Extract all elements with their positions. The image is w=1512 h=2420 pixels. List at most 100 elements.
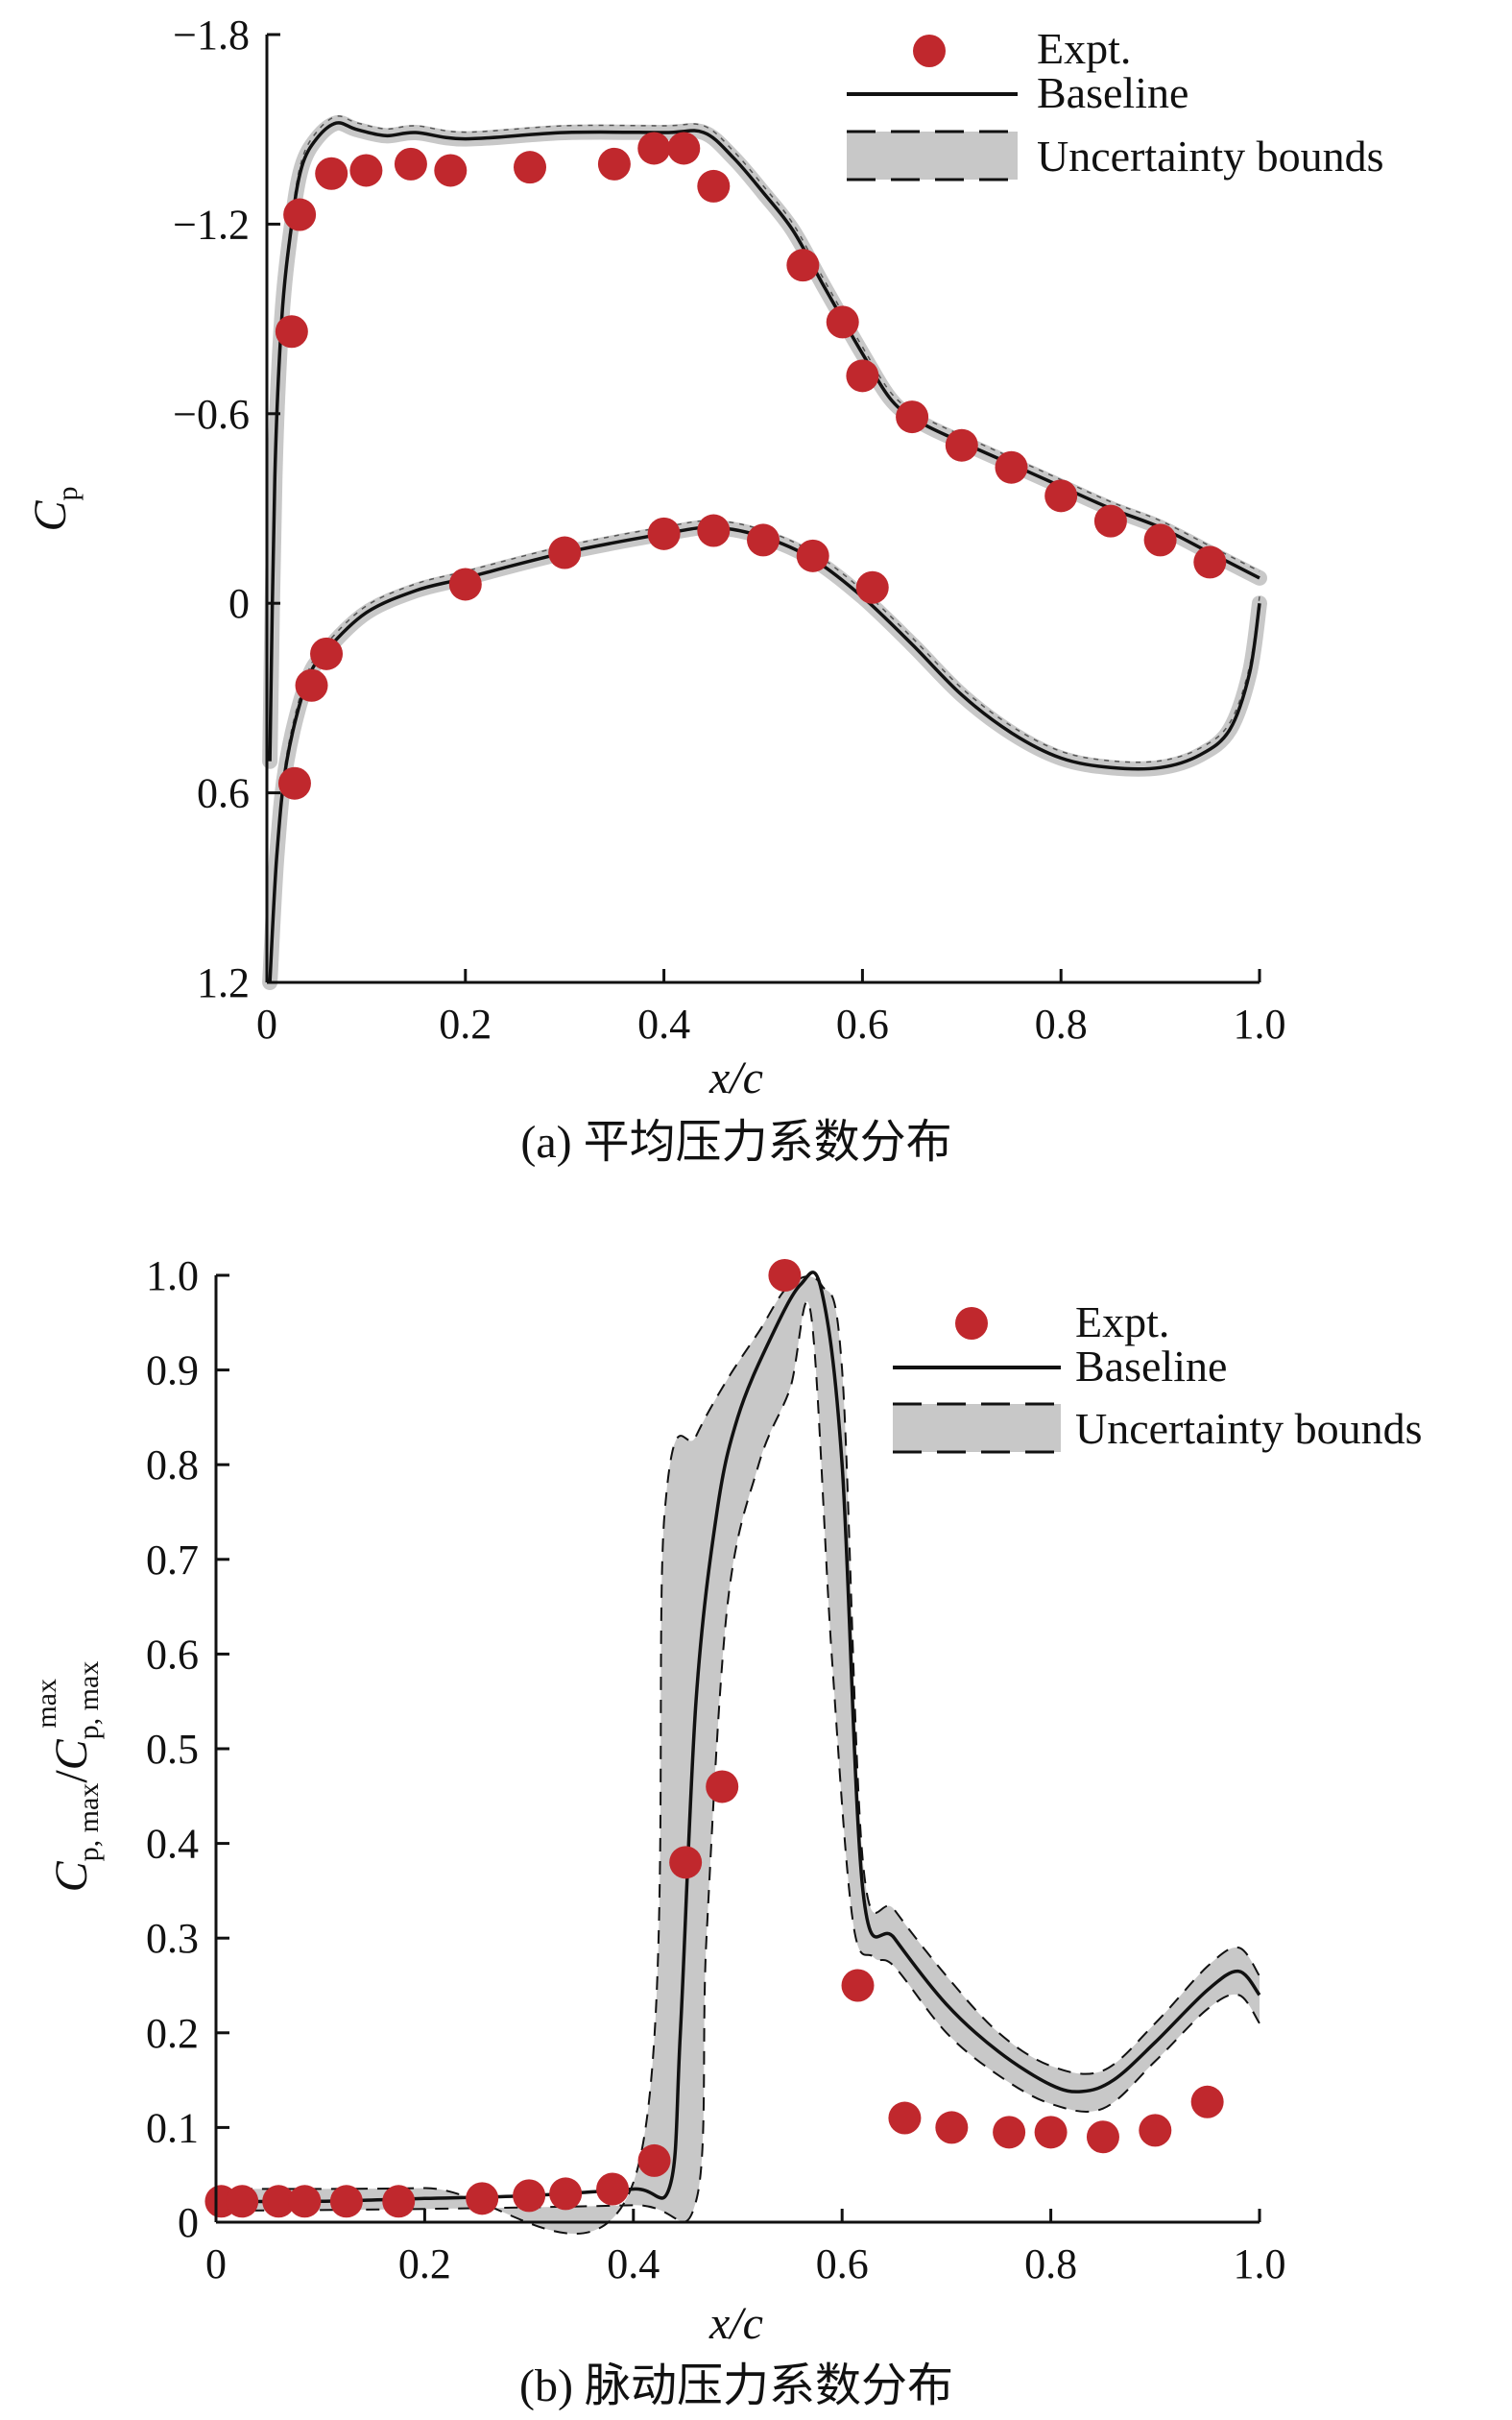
b-y-tick-label: 0.6 [146, 1631, 199, 1678]
a-y-axis-label-sub: p [52, 486, 84, 500]
a-x-axis-label: x/c [708, 1053, 763, 1103]
b-y-tick-label: 0.5 [146, 1726, 199, 1773]
b-expt-point [262, 2185, 296, 2218]
b-y-axis-label-sup: max [31, 1679, 62, 1729]
b-expt-point [637, 2143, 671, 2177]
b-expt-point [888, 2101, 922, 2135]
b-expt-point [1086, 2120, 1119, 2154]
b-expt-point [841, 1969, 875, 2002]
b-x-tick-label: 0 [205, 2240, 227, 2287]
b-uncertainty-lower-bound [215, 1300, 1260, 2223]
a-uncertainty-band-1 [262, 520, 1267, 990]
a-legend: Expt. Baseline Uncertainty bounds [847, 24, 1384, 182]
a-x-tick-label: 0.4 [637, 1001, 690, 1048]
a-axes [265, 33, 1261, 984]
b-caption: (b) 脉动压力系数分布 [519, 2360, 953, 2411]
a-y-axis-label: Cp [25, 486, 84, 531]
b-baseline-layer [215, 1270, 1261, 2204]
b-y-tick-label: 0.3 [146, 1915, 199, 1962]
a-expt-point [637, 132, 671, 165]
a-expt-point [1044, 479, 1078, 513]
b-x-tick-label: 1.0 [1234, 2240, 1286, 2287]
b-y-tick-label: 0.7 [146, 1537, 199, 1584]
b-y-axis-label-c1: C [46, 1860, 97, 1892]
b-legend-expt-label: Expt. [1075, 1297, 1169, 1346]
a-x-tick-labels: 0 0.2 0.4 0.6 0.8 1.0 [256, 1001, 1286, 1048]
a-expt-point [896, 400, 929, 434]
a-expt-point [786, 249, 820, 282]
b-y-tick-label: 0.4 [146, 1821, 199, 1868]
a-expt-point [1093, 504, 1127, 538]
b-y-tick-label: 1.0 [146, 1252, 199, 1299]
a-expt-point [310, 637, 344, 670]
b-expt-point [935, 2111, 969, 2144]
a-expt-point [394, 147, 427, 181]
a-y-tick-label: 1.2 [197, 959, 250, 1006]
b-expt-point [382, 2185, 416, 2218]
a-caption: (a) 平均压力系数分布 [520, 1117, 951, 1168]
a-expt-point [995, 450, 1028, 484]
b-legend: Expt. Baseline Uncertainty bounds [893, 1297, 1423, 1454]
b-uncertainty-upper-bound [215, 1275, 1260, 2235]
a-x-tick-label: 0.6 [836, 1001, 889, 1048]
b-y-axis-label-slash: / [46, 1770, 97, 1783]
a-expt-point [448, 568, 482, 601]
a-expt-point [647, 517, 681, 550]
a-y-tick-label: 0 [228, 580, 250, 627]
b-expt-point [993, 2116, 1026, 2149]
a-expt-point [846, 359, 879, 393]
a-y-tick-label: −0.6 [173, 391, 250, 438]
a-expt-point [826, 305, 859, 339]
a-expt-point [514, 151, 547, 184]
b-axes [214, 1273, 1261, 2224]
b-expt-point [768, 1259, 802, 1292]
b-legend-band-label: Uncertainty bounds [1075, 1404, 1423, 1453]
b-y-axis-label-c2: C [46, 1738, 97, 1770]
a-expt-point [1193, 545, 1227, 579]
b-expt-point [226, 2185, 259, 2218]
a-expt-point [855, 570, 889, 604]
a-y-axis-label-main: C [25, 500, 76, 532]
a-baseline-line-0 [268, 121, 1260, 762]
b-x-tick-label: 0.4 [607, 2240, 660, 2287]
a-x-tick-label: 0.8 [1035, 1001, 1088, 1048]
a-x-tick-label: 1.0 [1234, 1001, 1286, 1048]
a-expt-point [697, 514, 731, 547]
a-uncertainty-bound-dash-0 [269, 115, 1260, 755]
b-expt-point [706, 1770, 739, 1803]
a-y-tick-label: 0.6 [197, 770, 250, 817]
a-legend-band-swatch [847, 132, 1018, 180]
b-x-tick-labels: 0 0.2 0.4 0.6 0.8 1.0 [205, 2240, 1286, 2287]
b-x-axis-label: x/c [708, 2298, 763, 2349]
a-expt-point [747, 523, 780, 557]
b-expt-point [1190, 2085, 1224, 2118]
a-expt-point [697, 169, 731, 203]
a-legend-band-label: Uncertainty bounds [1037, 132, 1384, 181]
a-expt-point [283, 198, 317, 231]
b-expt-point [669, 1846, 703, 1879]
b-uncertainty-band [216, 1276, 1260, 2235]
panel-a-mean-pressure-chart: −1.8−1.2−0.600.61.2 0 0.2 0.4 0.6 0.8 1.0 Cp … [25, 12, 1384, 1168]
b-y-tick-label: 0.2 [146, 2010, 199, 2057]
b-expt-point [549, 2177, 583, 2211]
a-expt-point [548, 536, 582, 569]
b-legend-expt-marker [955, 1307, 988, 1340]
a-expt-point [667, 132, 701, 165]
a-expt-point [434, 154, 468, 187]
a-expt-point [945, 428, 978, 462]
b-y-tick-label: 0.1 [146, 2104, 199, 2151]
a-y-tick-labels: −1.8 −1.2 −0.6 0 0.6 1.2 [173, 12, 250, 1006]
a-expt-point [796, 539, 829, 572]
a-x-tick-label: 0.2 [439, 1001, 492, 1048]
b-expt-point [513, 2179, 546, 2213]
b-expt-point [1139, 2114, 1172, 2147]
b-y-axis-label-s2: p, max [73, 1661, 105, 1740]
b-y-tick-label: 0.8 [146, 1441, 199, 1488]
b-baseline-line-0 [215, 1270, 1261, 2204]
a-legend-baseline-label: Baseline [1037, 68, 1188, 117]
b-y-axis-label-s1: p, max [73, 1783, 105, 1862]
a-expt-point [1143, 523, 1177, 557]
b-y-tick-label: 0.9 [146, 1347, 199, 1394]
b-y-tick-label: 0 [178, 2199, 199, 2246]
